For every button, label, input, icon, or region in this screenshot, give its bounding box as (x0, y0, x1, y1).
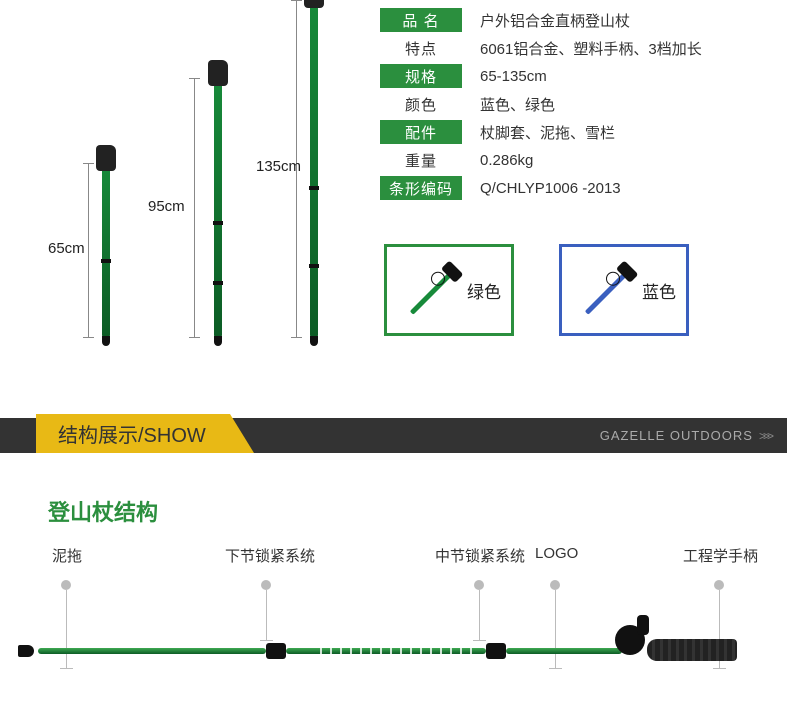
handle-icon (96, 145, 116, 171)
pole-icon (410, 270, 455, 315)
tip-icon (214, 336, 222, 346)
swatch-blue: 蓝色 (559, 244, 689, 336)
pole-p95 (214, 78, 222, 338)
spec-table: 品 名户外铝合金直柄登山杖特点 6061铝合金、塑料手柄、3档加长规格 65-135… (380, 0, 787, 350)
compass-icon (615, 625, 645, 655)
callout-dot (714, 580, 724, 590)
swatch-label: 绿色 (467, 278, 501, 303)
structure-label: 中节锁紧系统 (435, 545, 525, 566)
spec-value: 65-135cm (480, 68, 547, 85)
section-header: 结构展示/SHOW GAZELLE OUTDOORS >>> (0, 418, 787, 453)
dimension-label: 65cm (48, 240, 85, 257)
spec-row: 重量 0.286kg (380, 146, 787, 174)
structure-title: 登山杖结构 (48, 495, 787, 527)
brand-label: GAZELLE OUTDOORS >>> (600, 428, 771, 443)
callout-dot (61, 580, 71, 590)
spec-label: 颜色 (380, 92, 462, 116)
swatch-green: 绿色 (384, 244, 514, 336)
callout-line (266, 590, 267, 640)
dimension-label: 95cm (148, 198, 185, 215)
spec-label: 条形编码 (380, 176, 462, 200)
spec-value: 0.286kg (480, 152, 533, 169)
pole-p65 (102, 163, 110, 338)
brand-text: GAZELLE OUTDOORS (600, 428, 753, 443)
handle-icon (208, 60, 228, 86)
swatch-label: 蓝色 (642, 278, 676, 303)
product-top: 65cm 95cm 135cm 品 名户外铝合金直柄登山杖特点 6061铝合金、塑料手… (0, 0, 787, 350)
spec-value: 户外铝合金直柄登山杖 (480, 10, 630, 31)
callout-line (479, 590, 480, 640)
grip-icon (647, 639, 737, 661)
callout-dot (261, 580, 271, 590)
section-title: 结构展示/SHOW (58, 419, 206, 448)
spec-label: 规格 (380, 64, 462, 88)
handle-assembly (627, 625, 737, 675)
structure-label: 工程学手柄 (683, 545, 758, 566)
pole-horizontal (20, 643, 737, 659)
spec-value: 杖脚套、泥拖、雪栏 (480, 122, 615, 143)
spec-row: 品 名户外铝合金直柄登山杖 (380, 6, 787, 34)
pole-p135 (310, 0, 318, 338)
spec-label: 重量 (380, 148, 462, 172)
callout-dot (550, 580, 560, 590)
structure-label: LOGO (535, 545, 578, 562)
spec-row: 条形编码 Q/CHLYP1006 -2013 (380, 174, 787, 202)
spec-row: 特点 6061铝合金、塑料手柄、3档加长 (380, 34, 787, 62)
color-swatches: 绿色 蓝色 (380, 244, 787, 336)
joint-icon (486, 643, 506, 659)
size-illustration: 65cm 95cm 135cm (0, 0, 380, 350)
section-title-tab: 结构展示/SHOW (36, 414, 230, 453)
mud-basket-icon (18, 645, 34, 657)
spec-value: 6061铝合金、塑料手柄、3档加长 (480, 38, 702, 59)
spec-label: 配件 (380, 120, 462, 144)
pole-icon (585, 270, 630, 315)
joint-icon (266, 643, 286, 659)
spec-label: 品 名 (380, 8, 462, 32)
dimension-line (194, 78, 195, 338)
chevron-right-icon: >>> (759, 429, 771, 443)
tip-icon (310, 336, 318, 346)
dimension-label: 135cm (256, 158, 301, 175)
dimension-line (88, 163, 89, 338)
tip-icon (102, 336, 110, 346)
structure-label: 泥拖 (52, 545, 82, 566)
handle-icon (304, 0, 324, 8)
spec-label: 特点 (380, 36, 462, 60)
spec-row: 颜色蓝色、绿色 (380, 90, 787, 118)
spec-value: Q/CHLYP1006 -2013 (480, 180, 621, 197)
spec-value: 蓝色、绿色 (480, 94, 555, 115)
callout-dot (474, 580, 484, 590)
structure-label: 下节锁紧系统 (225, 545, 315, 566)
spec-row: 配件杖脚套、泥拖、雪栏 (380, 118, 787, 146)
spec-row: 规格 65-135cm (380, 62, 787, 90)
